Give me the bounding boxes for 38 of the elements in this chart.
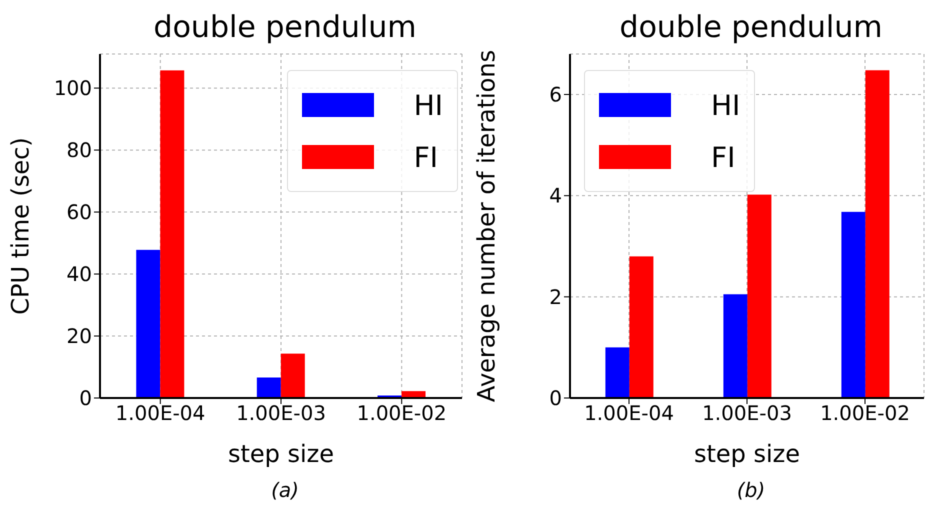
- x-tick-label: 1.00E-03: [236, 401, 326, 426]
- bar: [136, 250, 160, 398]
- bar: [160, 70, 184, 398]
- y-tick-label: 20: [66, 324, 92, 348]
- text: (b): [736, 478, 766, 502]
- y-tick-label: 40: [66, 262, 92, 286]
- x-axis-title: step size: [228, 440, 334, 468]
- y-tick-label: 4: [549, 184, 562, 208]
- y-tick-label: 80: [66, 138, 92, 162]
- bar: [723, 294, 748, 398]
- chart-title: double pendulum: [618, 9, 884, 47]
- x-axis-title: step size: [694, 440, 800, 468]
- x-tick-label: 1.00E-04: [115, 401, 206, 426]
- y-axis-title: CPU time (sec): [6, 137, 35, 315]
- y-tick-label: 0: [549, 386, 562, 410]
- legend-label: FI: [711, 140, 736, 174]
- text: (a): [270, 478, 300, 502]
- x-tick-label: 1.00E-02: [820, 401, 910, 426]
- bar: [841, 212, 866, 398]
- x-tick-label: 1.00E-02: [356, 401, 447, 426]
- y-tick-label: 2: [549, 284, 562, 309]
- legend-label: HI: [414, 88, 443, 122]
- legend-label: FI: [414, 140, 438, 174]
- bar: [865, 70, 890, 398]
- bar: [629, 256, 654, 398]
- bar: [256, 378, 281, 398]
- y-tick-label: 0: [79, 386, 92, 410]
- bar: [747, 194, 772, 398]
- y-tick-label: 6: [549, 82, 562, 107]
- bar: [280, 354, 305, 398]
- chart-title: double pendulum: [152, 9, 418, 47]
- y-axis-title: Average number of iterations: [472, 50, 501, 402]
- x-tick-label: 1.00E-04: [584, 401, 674, 426]
- legend-label: HI: [711, 88, 740, 122]
- bar: [605, 347, 630, 398]
- x-tick-label: 1.00E-03: [702, 401, 792, 426]
- y-tick-label: 100: [54, 76, 92, 100]
- y-tick-label: 60: [66, 200, 92, 224]
